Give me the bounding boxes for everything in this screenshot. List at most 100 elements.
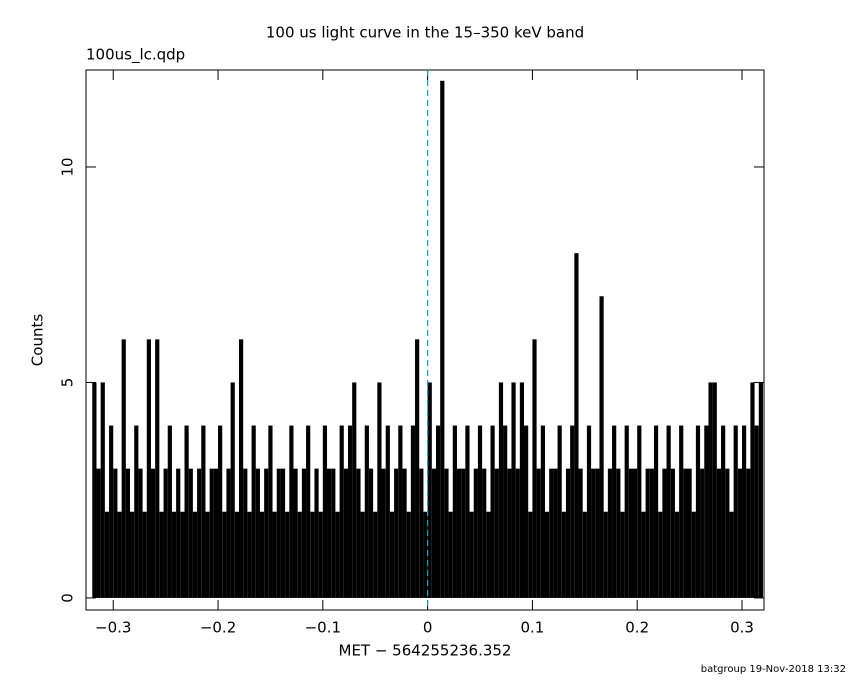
bar (226, 468, 231, 598)
bar (691, 511, 696, 598)
bar (507, 468, 512, 598)
bar (674, 511, 680, 598)
bar (360, 511, 365, 598)
bar (125, 468, 131, 598)
bar (297, 511, 302, 598)
bar (255, 468, 260, 598)
bar (679, 425, 684, 598)
bar (754, 425, 759, 598)
bar (628, 468, 634, 598)
bar (209, 468, 214, 598)
x-tick-label: −0.2 (200, 619, 236, 637)
bar (410, 425, 416, 598)
footer: batgroup 19-Nov-2018 13:32 (701, 664, 846, 675)
bar (272, 511, 277, 598)
bar (356, 468, 361, 598)
bar (649, 468, 654, 598)
bar (243, 468, 248, 598)
bar (197, 468, 202, 598)
bar (440, 80, 445, 598)
bar (494, 468, 499, 598)
bar (385, 425, 390, 598)
bar (607, 468, 613, 598)
bar (121, 339, 126, 598)
bar (561, 511, 566, 598)
bar (498, 382, 504, 598)
x-tick-label: 0.1 (520, 619, 544, 637)
bar (423, 511, 428, 598)
bar (641, 511, 646, 598)
subtitle: 100us_lc.qdp (86, 46, 185, 65)
bar (431, 468, 437, 598)
bar (406, 511, 411, 598)
bar (733, 425, 738, 598)
bar (130, 511, 135, 598)
bar (570, 425, 575, 598)
bar (591, 468, 596, 598)
bar (335, 511, 340, 598)
bar (612, 425, 617, 598)
bar (339, 425, 344, 598)
bar (280, 468, 286, 598)
bar (503, 425, 508, 598)
bar (473, 468, 478, 598)
bar (268, 425, 273, 598)
bar (163, 468, 168, 598)
bar (511, 382, 516, 598)
bar (544, 511, 550, 598)
bar (565, 468, 571, 598)
bar (700, 468, 705, 598)
bar (448, 511, 453, 598)
bar (444, 468, 449, 598)
bar (586, 425, 592, 598)
bar (251, 425, 256, 598)
bar (662, 468, 667, 598)
bar (637, 425, 642, 598)
bar (750, 382, 755, 598)
bar (117, 511, 122, 598)
bar (322, 425, 328, 598)
bar (482, 468, 487, 598)
x-tick-label: −0.1 (305, 619, 341, 637)
bar (708, 382, 713, 598)
bar (213, 468, 219, 598)
bar (595, 468, 600, 598)
bar (188, 468, 193, 598)
bar (327, 468, 332, 598)
bar (528, 511, 533, 598)
bar (96, 468, 101, 598)
bar (456, 468, 462, 598)
bar (134, 425, 139, 598)
bar (276, 468, 281, 598)
bar (519, 382, 525, 598)
bar (176, 468, 181, 598)
bar (666, 425, 671, 598)
bar (167, 425, 172, 598)
bar (109, 425, 114, 598)
bar (419, 468, 424, 598)
bar (192, 511, 198, 598)
bar (557, 425, 562, 598)
bar (683, 468, 688, 598)
bar (184, 425, 189, 598)
bar (582, 511, 587, 598)
x-tick-label: 0 (423, 619, 433, 637)
bar (436, 425, 441, 598)
bar (205, 511, 210, 598)
x-axis-label: MET − 564255236.352 (339, 642, 512, 660)
bar (247, 511, 252, 598)
bar (293, 468, 298, 598)
bar (721, 425, 726, 598)
bar (230, 382, 235, 598)
bar (741, 425, 747, 598)
bar (737, 468, 742, 598)
bar (670, 468, 675, 598)
bar (92, 382, 97, 598)
bar (616, 468, 621, 598)
bar (398, 425, 403, 598)
y-tick-label: 0 (59, 593, 77, 603)
bar (486, 511, 491, 598)
bar (138, 468, 143, 598)
bar (687, 468, 692, 598)
